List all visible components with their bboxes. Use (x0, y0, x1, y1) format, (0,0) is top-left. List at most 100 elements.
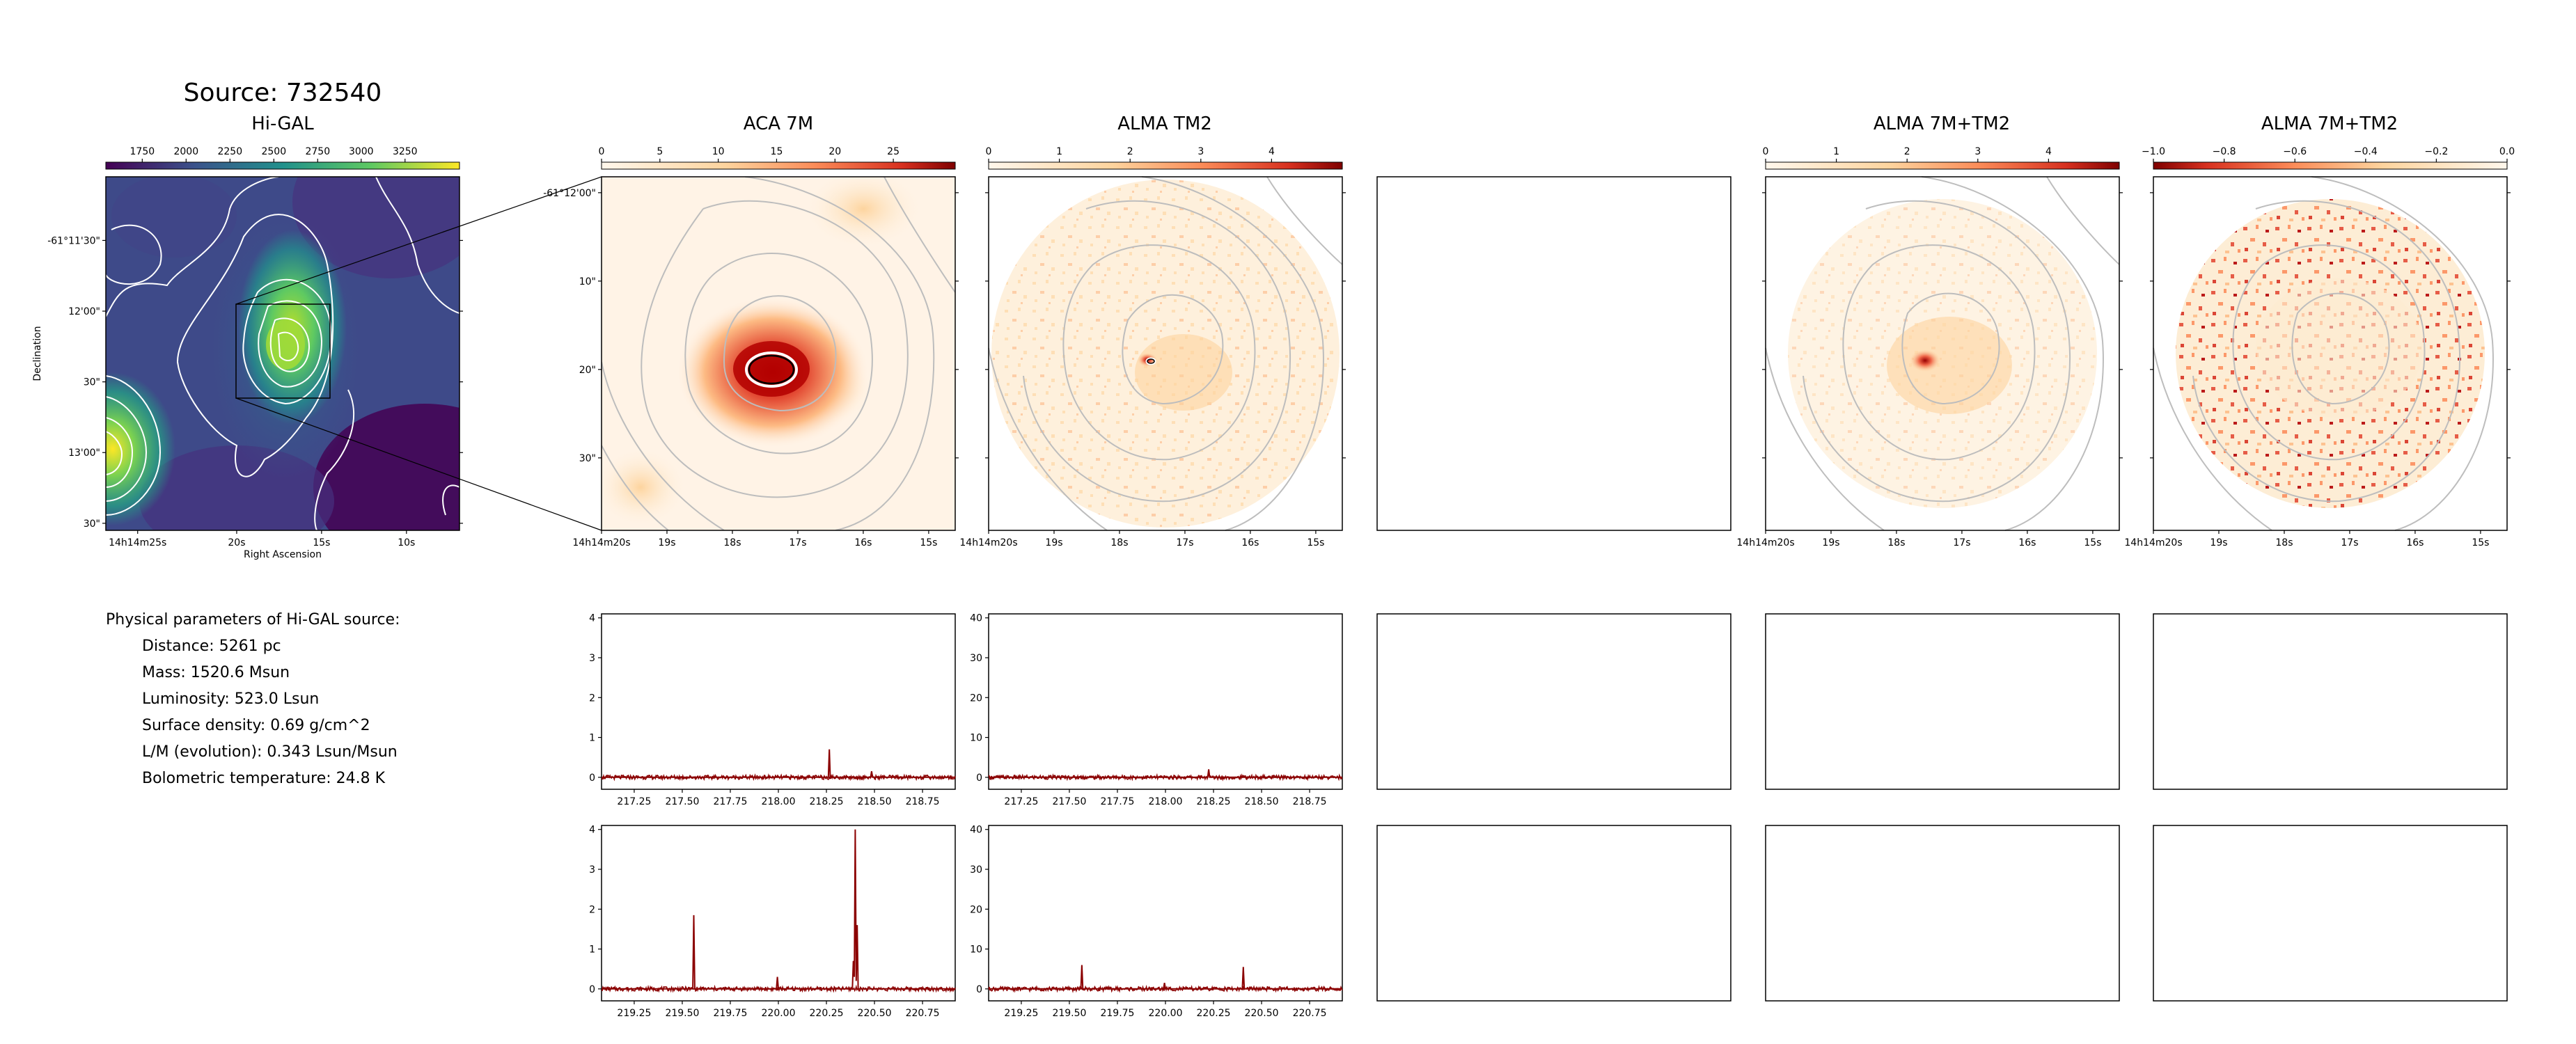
colorbar-tick-label: −0.2 (2424, 146, 2448, 157)
plot-frame (988, 613, 1343, 790)
colorbar-tick-label: 20 (828, 146, 841, 157)
colorbar-tick-label: 1 (1056, 146, 1062, 157)
empty-panel (1765, 613, 2120, 790)
panel-alma-7m-tm2-residual: ALMA 7M+TM2 −1.0 −0.8 −0.6 −0.4 −0.2 0.0 14h1… (2124, 113, 2515, 548)
param-surface-density: Surface density: 0.69 g/cm^2 (142, 717, 370, 734)
y-tick-label: 3 (589, 864, 595, 876)
contours (106, 177, 460, 530)
y-ticks (1762, 192, 2123, 459)
colorbar-tick-label: 3 (1197, 146, 1204, 157)
zoom-connector-bottom (235, 397, 602, 531)
y-tick-label: 3 (589, 653, 595, 664)
y-tick-label: 30" (84, 377, 100, 388)
x-ticks: 14h14m25s 20s 15s 10s (109, 530, 415, 548)
colorbar-tick-label: 0 (1763, 146, 1769, 157)
param-l-over-m: L/M (evolution): 0.343 Lsun/Msun (142, 743, 398, 761)
x-tick-label: 218.50 (858, 796, 892, 807)
y-tick-label: 30 (970, 864, 982, 876)
x-tick-label: 14h14m20s (959, 537, 1017, 548)
x-tick-label: 15s (2084, 537, 2101, 548)
y-tick-label: -61°11'30" (47, 235, 100, 246)
x-tick-label: 220.00 (762, 1008, 796, 1019)
colorbar-tick-label: 2500 (261, 146, 286, 157)
plot-frame (601, 613, 956, 790)
x-tick-label: 220.75 (906, 1008, 940, 1019)
x-tick-label: 220.25 (810, 1008, 844, 1019)
colorbar (1765, 161, 2120, 170)
colorbar (601, 161, 956, 170)
colorbar-tick-label: 0.0 (2499, 146, 2515, 157)
y-tick-label: -61°12'00" (543, 188, 596, 199)
source-ellipse (1145, 357, 1156, 365)
x-ticks: 14h14m20s 19s 18s 17s 16s 15s (1736, 530, 2101, 548)
colorbar-ticks: 0 5 10 15 20 25 (599, 146, 900, 162)
empty-panel (1376, 176, 1731, 531)
physical-parameters: Physical parameters of Hi-GAL source: Di… (106, 607, 400, 792)
x-tick-label: 219.75 (713, 1008, 747, 1019)
y-ticks (985, 192, 1346, 459)
param-luminosity: Luminosity: 523.0 Lsun (142, 690, 320, 708)
colorbar (2153, 161, 2508, 170)
x-tick-label: 17s (1176, 537, 1193, 548)
y-ticks: -61°12'00" 10" 20" 30" (543, 188, 959, 464)
x-tick-label: 19s (1045, 537, 1062, 548)
panel-title: ALMA TM2 (1117, 113, 1212, 134)
x-tick-label: 218.25 (1197, 796, 1231, 807)
x-tick-label: 16s (1241, 537, 1259, 548)
y-tick-label: 40 (970, 613, 982, 624)
spectrum-line: 219.25 219.50 219.75 220.00 220.25 220.50 220.… (970, 825, 1343, 1019)
x-tick-label: 218.50 (1245, 796, 1279, 807)
y-tick-label: 40 (970, 825, 982, 836)
x-tick-label: 217.25 (617, 796, 651, 807)
colorbar-tick-label: −0.6 (2283, 146, 2307, 157)
x-tick-label: 19s (1822, 537, 1839, 548)
x-tick-label: 18s (1110, 537, 1128, 548)
y-tick-label: 0 (976, 773, 982, 784)
y-tick-label: 4 (589, 825, 595, 836)
colorbar-tick-label: 1 (1833, 146, 1839, 157)
x-tick-label: 18s (1887, 537, 1905, 548)
y-tick-label: 30 (970, 653, 982, 664)
y-tick-label: 2 (589, 904, 595, 915)
contours (1765, 176, 2120, 531)
x-tick-label: 218.25 (810, 796, 844, 807)
colorbar-tick-label: 15 (771, 146, 783, 157)
colorbar-tick-label: 10 (712, 146, 725, 157)
empty-panel (1765, 825, 2120, 1002)
x-tick-label: 217.75 (1100, 796, 1134, 807)
colorbar-tick-label: 3250 (393, 146, 418, 157)
x-tick-label: 16s (2406, 537, 2424, 548)
y-ticks: -61°11'30" 12'00" 30" 13'00" 30" (47, 235, 463, 530)
x-tick-label: 217.75 (713, 796, 747, 807)
x-tick-label: 218.00 (1149, 796, 1183, 807)
colorbar-tick-label: 0 (986, 146, 992, 157)
colorbar-tick-label: 5 (657, 146, 663, 157)
panel-title: ALMA 7M+TM2 (1874, 113, 2010, 134)
colorbar-tick-label: −1.0 (2142, 146, 2165, 157)
y-tick-label: 20 (970, 904, 982, 915)
x-tick-label: 220.50 (858, 1008, 892, 1019)
x-tick-label: 218.00 (762, 796, 796, 807)
plot-frame (988, 825, 1343, 1002)
plot-frame (601, 176, 956, 531)
zoom-box (235, 303, 331, 399)
plot-frame (1765, 176, 2120, 531)
x-tick-label: 15s (1307, 537, 1324, 548)
x-tick-label: 219.50 (1052, 1008, 1086, 1019)
x-tick-label: 14h14m20s (2124, 537, 2182, 548)
figure-title: Source: 732540 (184, 79, 382, 107)
x-tick-label: 220.25 (1197, 1008, 1231, 1019)
y-tick-label: 1 (589, 944, 595, 956)
y-tick-label: 13'00" (68, 448, 100, 459)
x-tick-label: 14h14m20s (572, 537, 630, 548)
spectrum-peaks (602, 749, 955, 778)
empty-panel (2153, 825, 2508, 1002)
param-bolometric-temperature: Bolometric temperature: 24.8 K (142, 770, 386, 787)
x-ticks: 14h14m20s 19s 18s 17s 16s 15s (572, 530, 937, 548)
panel-title: ACA 7M (744, 113, 814, 134)
colorbar-tick-label: −0.4 (2354, 146, 2378, 157)
heatmap-image (989, 177, 1342, 530)
y-tick-label: 20" (579, 365, 596, 376)
params-heading: Physical parameters of Hi-GAL source: (106, 611, 400, 628)
x-tick-label: 19s (2210, 537, 2227, 548)
